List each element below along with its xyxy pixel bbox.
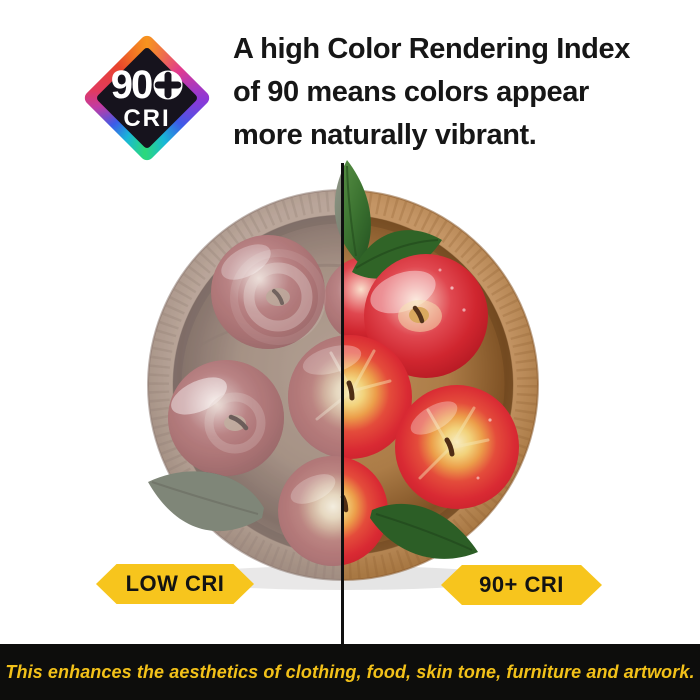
circle-plus-icon xyxy=(153,70,183,100)
cri-badge: 90 CRI xyxy=(81,32,213,164)
headline-line-2: of 90 means colors appear xyxy=(233,76,589,108)
low-cri-label: LOW CRI xyxy=(96,564,254,604)
divider-line xyxy=(341,163,344,644)
cri-badge-number: 90 xyxy=(110,63,153,107)
footer-bar: This enhances the aesthetics of clothing… xyxy=(0,644,700,700)
cri-badge-content: 90 CRI xyxy=(81,32,213,164)
headline-line-1: A high Color Rendering Index xyxy=(233,33,630,65)
footer-text: This enhances the aesthetics of clothing… xyxy=(5,661,695,682)
high-cri-label: 90+ CRI xyxy=(441,565,602,605)
headline: A high Color Rendering Index of 90 means… xyxy=(233,28,693,157)
cri-badge-label: CRI xyxy=(123,105,171,132)
high-cri-label-text: 90+ CRI xyxy=(479,572,564,597)
headline-line-3: more naturally vibrant. xyxy=(233,119,537,151)
low-cri-label-text: LOW CRI xyxy=(125,571,225,596)
